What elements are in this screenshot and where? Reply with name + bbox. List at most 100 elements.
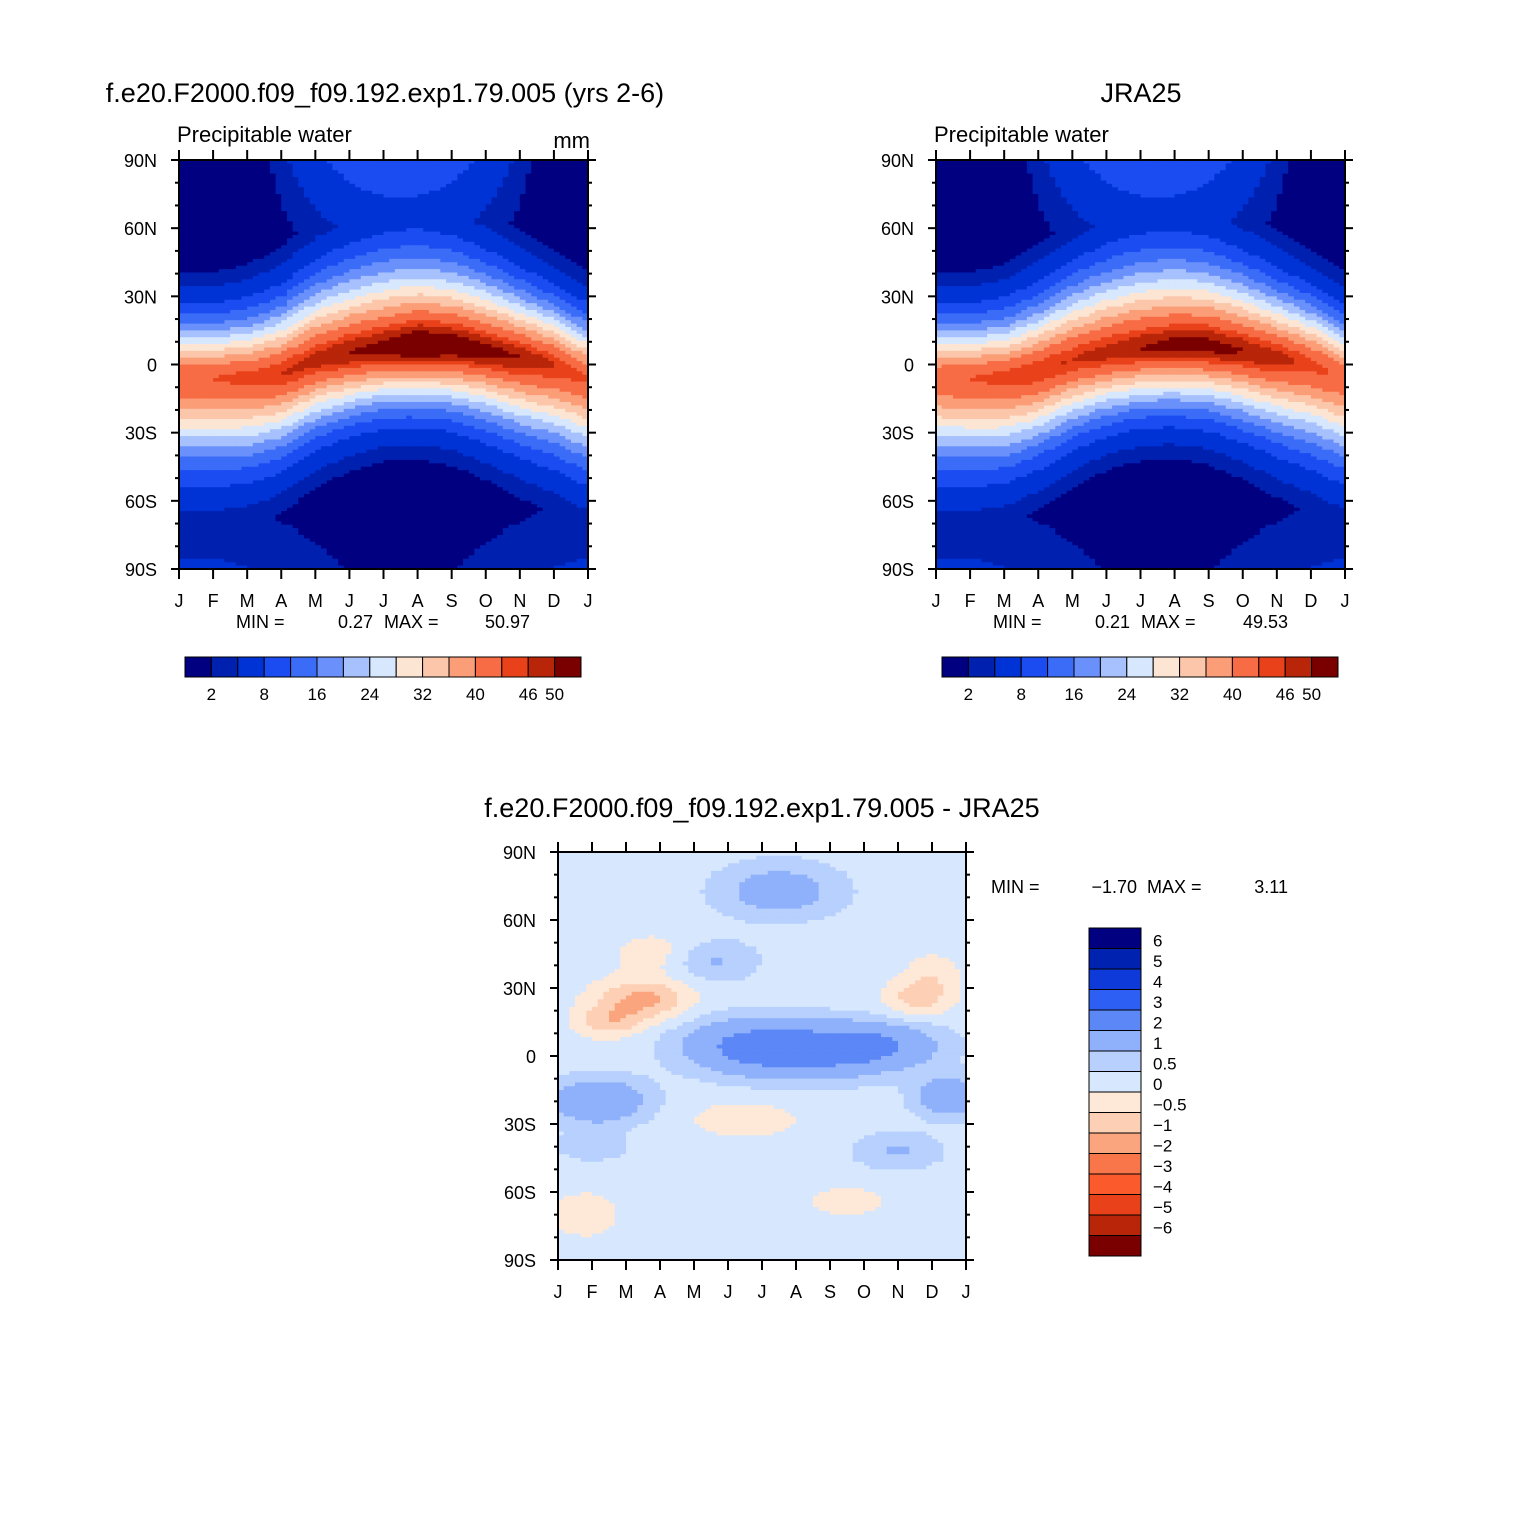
field-cell: [417, 340, 424, 345]
field-cell: [531, 197, 538, 202]
field-cell: [355, 231, 362, 236]
field-cell: [417, 265, 424, 270]
field-cell: [468, 381, 475, 386]
field-cell: [463, 361, 470, 366]
field-cell: [531, 313, 538, 318]
field-cell: [315, 344, 322, 349]
field-cell: [406, 292, 413, 297]
field-cell: [286, 248, 294, 253]
field-cell: [531, 316, 538, 321]
field-cell: [548, 350, 555, 355]
field-cell: [247, 252, 254, 257]
field-cell: [531, 309, 538, 314]
field-cell: [531, 258, 538, 263]
field-cell: [372, 173, 379, 178]
field-cell: [372, 303, 379, 308]
field-cell: [553, 384, 561, 389]
field-cell: [258, 200, 265, 205]
field-cell: [366, 292, 373, 297]
field-cell: [377, 252, 385, 257]
field-cell: [321, 197, 328, 202]
field-cell: [269, 320, 277, 325]
field-cell: [559, 316, 566, 321]
field-cell: [480, 371, 487, 376]
field-cell: [406, 265, 413, 270]
field-cell: [264, 231, 271, 236]
field-cell: [218, 323, 226, 328]
field-cell: [372, 378, 379, 383]
field-cell: [286, 395, 294, 400]
field-cell: [502, 190, 510, 195]
field-cell: [576, 384, 583, 389]
field-cell: [213, 282, 220, 287]
field-cell: [576, 262, 583, 267]
field-cell: [440, 190, 447, 195]
field-cell: [252, 340, 260, 345]
field-cell: [565, 323, 572, 328]
field-cell: [553, 238, 561, 243]
field-cell: [338, 364, 345, 369]
field-cell: [519, 292, 527, 297]
field-cell: [360, 327, 368, 332]
field-cell: [218, 211, 226, 216]
field-cell: [389, 299, 396, 304]
field-cell: [440, 299, 447, 304]
field-cell: [321, 367, 328, 372]
field-cell: [303, 231, 311, 236]
field-cell: [570, 173, 578, 178]
field-cell: [315, 217, 322, 222]
field-cell: [553, 255, 561, 260]
field-cell: [400, 388, 407, 393]
field-cell: [207, 241, 214, 246]
field-cell: [400, 350, 407, 355]
field-cell: [184, 224, 191, 229]
field-cell: [190, 388, 197, 393]
field-cell: [536, 275, 544, 280]
field-cell: [281, 231, 288, 236]
field-cell: [241, 190, 248, 195]
field-cell: [201, 194, 208, 199]
field-cell: [207, 265, 214, 270]
field-cell: [230, 217, 237, 222]
field-cell: [389, 238, 396, 243]
field-cell: [417, 371, 424, 376]
field-cell: [485, 361, 493, 366]
field-cell: [411, 357, 419, 362]
field-cell: [196, 299, 203, 304]
field-cell: [377, 296, 385, 301]
field-cell: [366, 177, 373, 182]
field-cell: [445, 265, 453, 270]
field-cell: [321, 190, 328, 195]
field-cell: [508, 309, 515, 314]
field-cell: [321, 248, 328, 253]
field-cell: [497, 327, 504, 332]
field-cell: [303, 275, 311, 280]
field-cell: [485, 388, 493, 393]
field-cell: [309, 228, 316, 233]
field-cell: [525, 337, 532, 342]
field-cell: [315, 279, 322, 284]
field-cell: [531, 248, 538, 253]
field-cell: [531, 272, 538, 277]
field-cell: [440, 265, 447, 270]
field-cell: [502, 364, 510, 369]
field-cell: [411, 163, 419, 168]
field-cell: [559, 252, 566, 257]
field-cell: [258, 309, 265, 314]
field-cell: [582, 275, 588, 280]
field-cell: [286, 361, 294, 366]
field-cell: [196, 228, 203, 233]
field-cell: [565, 177, 572, 182]
field-cell: [502, 384, 510, 389]
field-cell: [525, 252, 532, 257]
field-cell: [252, 306, 260, 311]
field-cell: [536, 316, 544, 321]
field-cell: [360, 289, 368, 294]
field-cell: [468, 374, 475, 379]
field-cell: [360, 272, 368, 277]
field-cell: [179, 340, 186, 345]
field-cell: [258, 214, 265, 219]
field-cell: [338, 228, 345, 233]
field-cell: [514, 306, 521, 311]
field-cell: [497, 265, 504, 270]
